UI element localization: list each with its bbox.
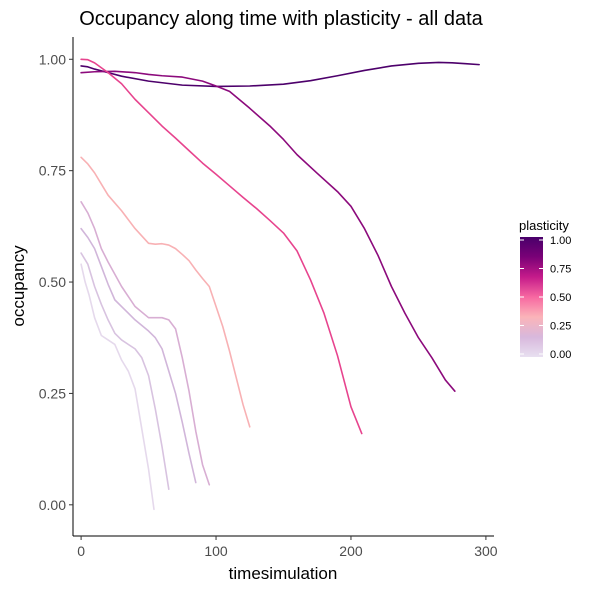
plot-area: 0.00 0.25 0.50 0.75 1.00 0 100 200 300: [39, 37, 498, 559]
x-tick-label: 100: [204, 543, 228, 559]
legend-tick-label: 0.75: [550, 264, 571, 276]
chart-title: Occupancy along time with plasticity - a…: [79, 8, 483, 30]
y-tick-label: 0.75: [39, 163, 66, 179]
series-line: [80, 201, 211, 486]
x-ticks: 0 100 200 300: [77, 536, 498, 559]
series-group: [80, 58, 480, 511]
legend-tick-label: 0.50: [550, 292, 571, 304]
series-line: [80, 263, 155, 511]
legend-tick-label: 0.25: [550, 321, 571, 333]
y-axis-title: occupancy: [9, 245, 28, 327]
series-line: [80, 156, 251, 428]
y-tick-label: 1.00: [39, 51, 66, 67]
series-line: [80, 58, 363, 435]
legend-tick-label: 1.00: [550, 235, 571, 247]
y-ticks: 0.00 0.25 0.50 0.75 1.00: [39, 51, 73, 513]
series-line: [80, 70, 456, 392]
y-tick-label: 0.25: [39, 385, 66, 401]
plasticity-legend: plasticity 0.00 0.25 0.50 0.75 1.00: [519, 218, 571, 361]
x-axis-title: timesimulation: [229, 564, 338, 583]
legend-title: plasticity: [519, 218, 569, 233]
y-tick-label: 0.00: [39, 497, 66, 513]
legend-colorbar: [520, 237, 543, 357]
legend-ticks: 0.00 0.25 0.50 0.75 1.00: [520, 235, 571, 361]
series-line: [80, 252, 170, 491]
series-line: [80, 61, 480, 88]
legend-tick-label: 0.00: [550, 349, 571, 361]
x-tick-label: 0: [77, 543, 85, 559]
series-line: [80, 227, 197, 484]
x-tick-label: 300: [474, 543, 498, 559]
y-tick-label: 0.50: [39, 274, 66, 290]
x-tick-label: 200: [339, 543, 363, 559]
